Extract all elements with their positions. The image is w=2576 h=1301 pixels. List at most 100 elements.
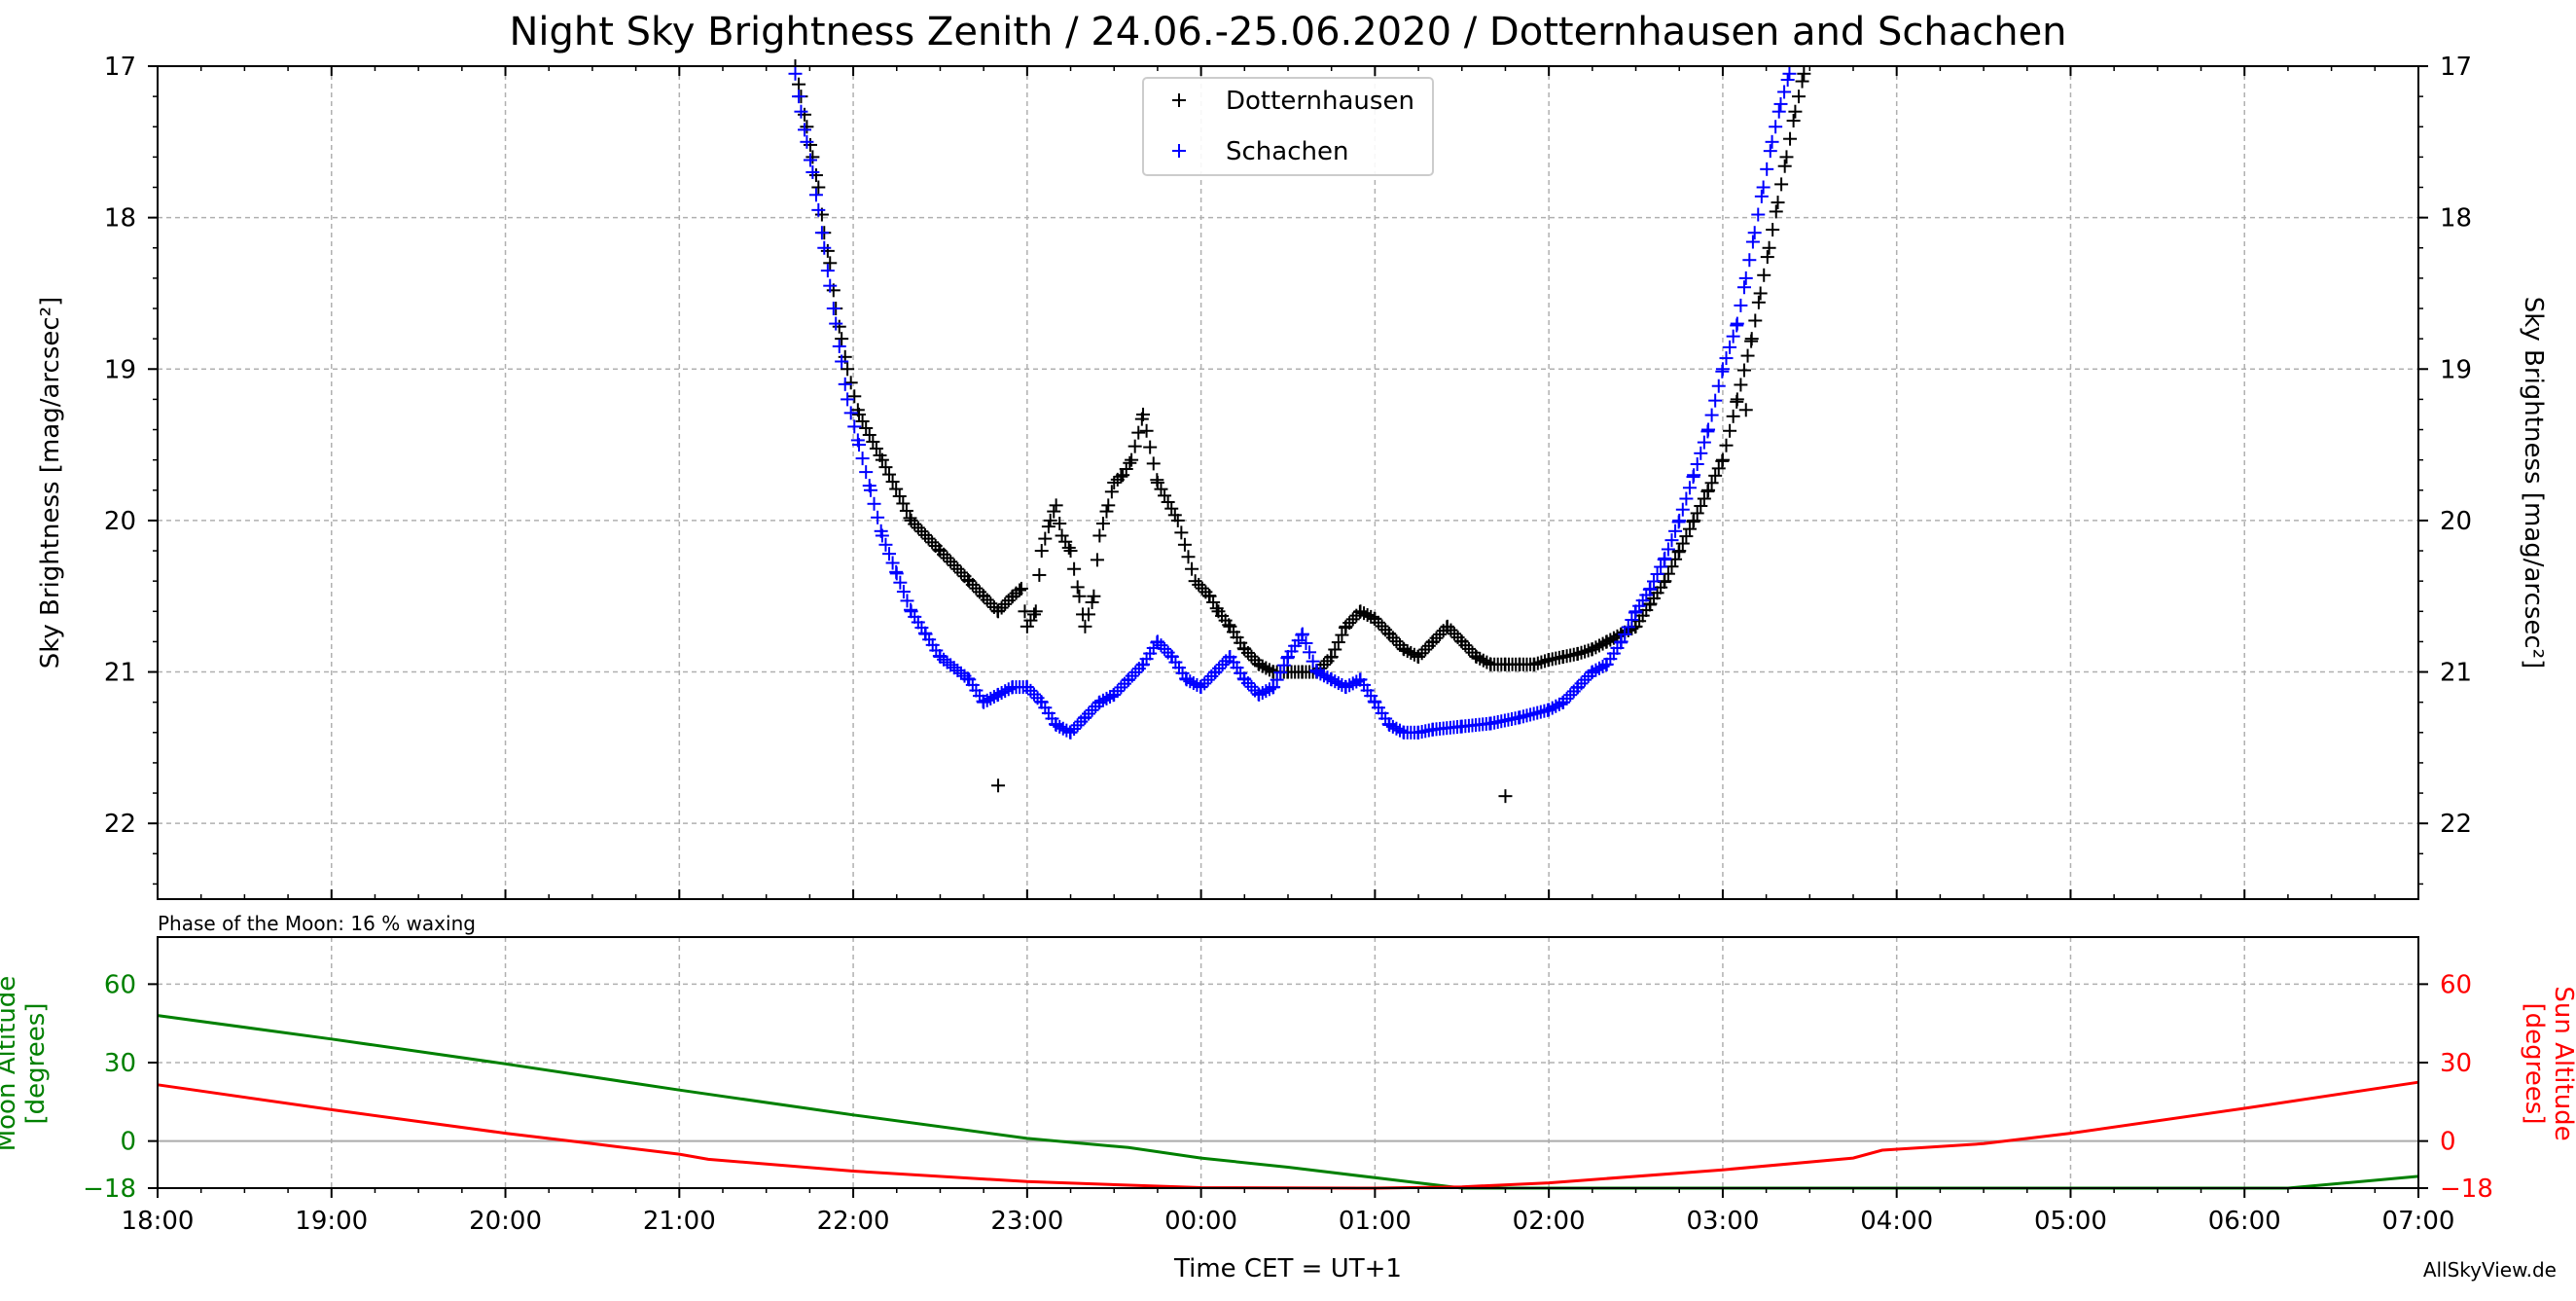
marker-schachen — [998, 684, 1013, 699]
marker-dotternhausen — [1734, 378, 1748, 392]
x-tick-label: 19:00 — [295, 1207, 368, 1236]
marker-schachen — [841, 392, 855, 407]
marker-dotternhausen — [1043, 513, 1057, 527]
marker-dotternhausen — [1252, 657, 1267, 671]
marker-dotternhausen — [1158, 488, 1172, 503]
marker-dotternhausen — [1397, 642, 1412, 657]
marker-dotternhausen — [1095, 517, 1110, 531]
sun-y-tick-label: 30 — [2440, 1049, 2472, 1078]
marker-schachen — [1738, 271, 1753, 285]
marker-dotternhausen — [1026, 607, 1041, 622]
marker-dotternhausen — [1777, 159, 1792, 173]
marker-schachen — [1754, 189, 1769, 203]
credit-text: AllSkyView.de — [2423, 1258, 2557, 1282]
marker-dotternhausen — [1797, 66, 1811, 81]
marker-schachen — [1592, 661, 1606, 675]
marker-schachen — [1614, 634, 1628, 649]
marker-dotternhausen — [1085, 595, 1099, 609]
marker-dotternhausen — [852, 407, 867, 421]
marker-schachen — [953, 666, 968, 680]
marker-schachen — [896, 585, 911, 599]
top-y-tick-label: 17 — [104, 53, 136, 82]
marker-dotternhausen — [1375, 619, 1389, 633]
marker-dotternhausen — [1672, 544, 1687, 559]
marker-dotternhausen — [1682, 522, 1697, 536]
marker-schachen — [885, 556, 900, 570]
marker-schachen — [1697, 435, 1711, 450]
marker-dotternhausen — [1771, 196, 1785, 210]
marker-schachen — [826, 302, 841, 316]
top-y-tick-label: 21 — [104, 659, 136, 688]
marker-dotternhausen — [1687, 513, 1701, 527]
marker-dotternhausen — [1170, 513, 1185, 527]
marker-schachen — [1339, 680, 1353, 695]
marker-dotternhausen — [917, 527, 932, 542]
marker-schachen — [1777, 85, 1792, 99]
marker-dotternhausen — [1131, 425, 1146, 440]
legend-label-dotternhausen: Dotternhausen — [1226, 87, 1414, 116]
marker-dotternhausen — [847, 389, 862, 404]
marker-dotternhausen — [1058, 534, 1073, 549]
marker-dotternhausen — [1034, 544, 1049, 559]
marker-dotternhausen — [798, 107, 812, 122]
marker-schachen — [1295, 627, 1309, 641]
marker-schachen — [814, 226, 829, 240]
marker-schachen — [811, 202, 826, 217]
marker-dotternhausen — [950, 561, 965, 576]
x-tick-label: 07:00 — [2382, 1207, 2455, 1236]
legend-plus — [1172, 144, 1186, 158]
marker-dotternhausen — [882, 467, 897, 482]
marker-dotternhausen — [1020, 619, 1034, 633]
marker-dotternhausen — [1697, 491, 1711, 506]
marker-dotternhausen — [1014, 581, 1028, 596]
marker-dotternhausen — [811, 180, 826, 195]
marker-schachen — [1267, 680, 1281, 695]
marker-dotternhausen — [1461, 641, 1476, 656]
x-tick-label: 21:00 — [643, 1207, 716, 1236]
marker-schachen — [1760, 162, 1774, 176]
marker-schachen — [893, 575, 908, 590]
marker-schachen — [1679, 491, 1694, 506]
marker-schachen — [1328, 674, 1342, 689]
marker-dotternhausen — [1116, 468, 1130, 483]
moon-phase-annotation: Phase of the Moon: 16 % waxing — [158, 912, 476, 935]
marker-dotternhausen — [1181, 550, 1196, 564]
marker-dotternhausen — [1143, 440, 1158, 454]
marker-dotternhausen — [1345, 612, 1360, 627]
marker-schachen — [1563, 688, 1578, 703]
marker-schachen — [1303, 645, 1317, 660]
marker-dotternhausen — [1087, 589, 1101, 603]
marker-schachen — [1114, 680, 1128, 695]
marker-schachen — [1179, 672, 1194, 687]
marker-dotternhausen — [1788, 104, 1803, 119]
x-tick-label: 05:00 — [2034, 1207, 2107, 1236]
marker-dotternhausen — [1779, 150, 1794, 164]
moon-y-tick-label: 30 — [104, 1049, 136, 1078]
marker-schachen — [788, 66, 803, 81]
marker-dotternhausen — [1013, 583, 1027, 597]
marker-schachen — [875, 528, 889, 543]
marker-schachen — [1765, 134, 1779, 149]
marker-dotternhausen — [800, 120, 814, 134]
marker-dotternhausen — [1530, 656, 1545, 670]
marker-dotternhausen — [1164, 501, 1179, 516]
marker-dotternhausen — [1041, 520, 1055, 534]
marker-dotternhausen — [1136, 407, 1151, 421]
marker-schachen — [1625, 613, 1639, 628]
marker-schachen — [1585, 665, 1599, 679]
marker-schachen — [1342, 678, 1357, 693]
marker-dotternhausen — [859, 420, 874, 435]
marker-dotternhausen — [1092, 528, 1107, 543]
marker-dotternhausen — [1786, 114, 1801, 128]
marker-schachen — [1313, 667, 1328, 681]
marker-dotternhausen — [1357, 606, 1372, 621]
marker-dotternhausen — [889, 482, 904, 496]
marker-dotternhausen — [1328, 642, 1342, 657]
marker-schachen — [1053, 719, 1067, 734]
marker-schachen — [1026, 687, 1041, 702]
marker-schachen — [1589, 663, 1603, 677]
marker-dotternhausen — [855, 414, 870, 428]
marker-dotternhausen — [1589, 640, 1603, 655]
marker-dotternhausen — [1174, 525, 1189, 540]
marker-schachen — [1773, 96, 1788, 111]
